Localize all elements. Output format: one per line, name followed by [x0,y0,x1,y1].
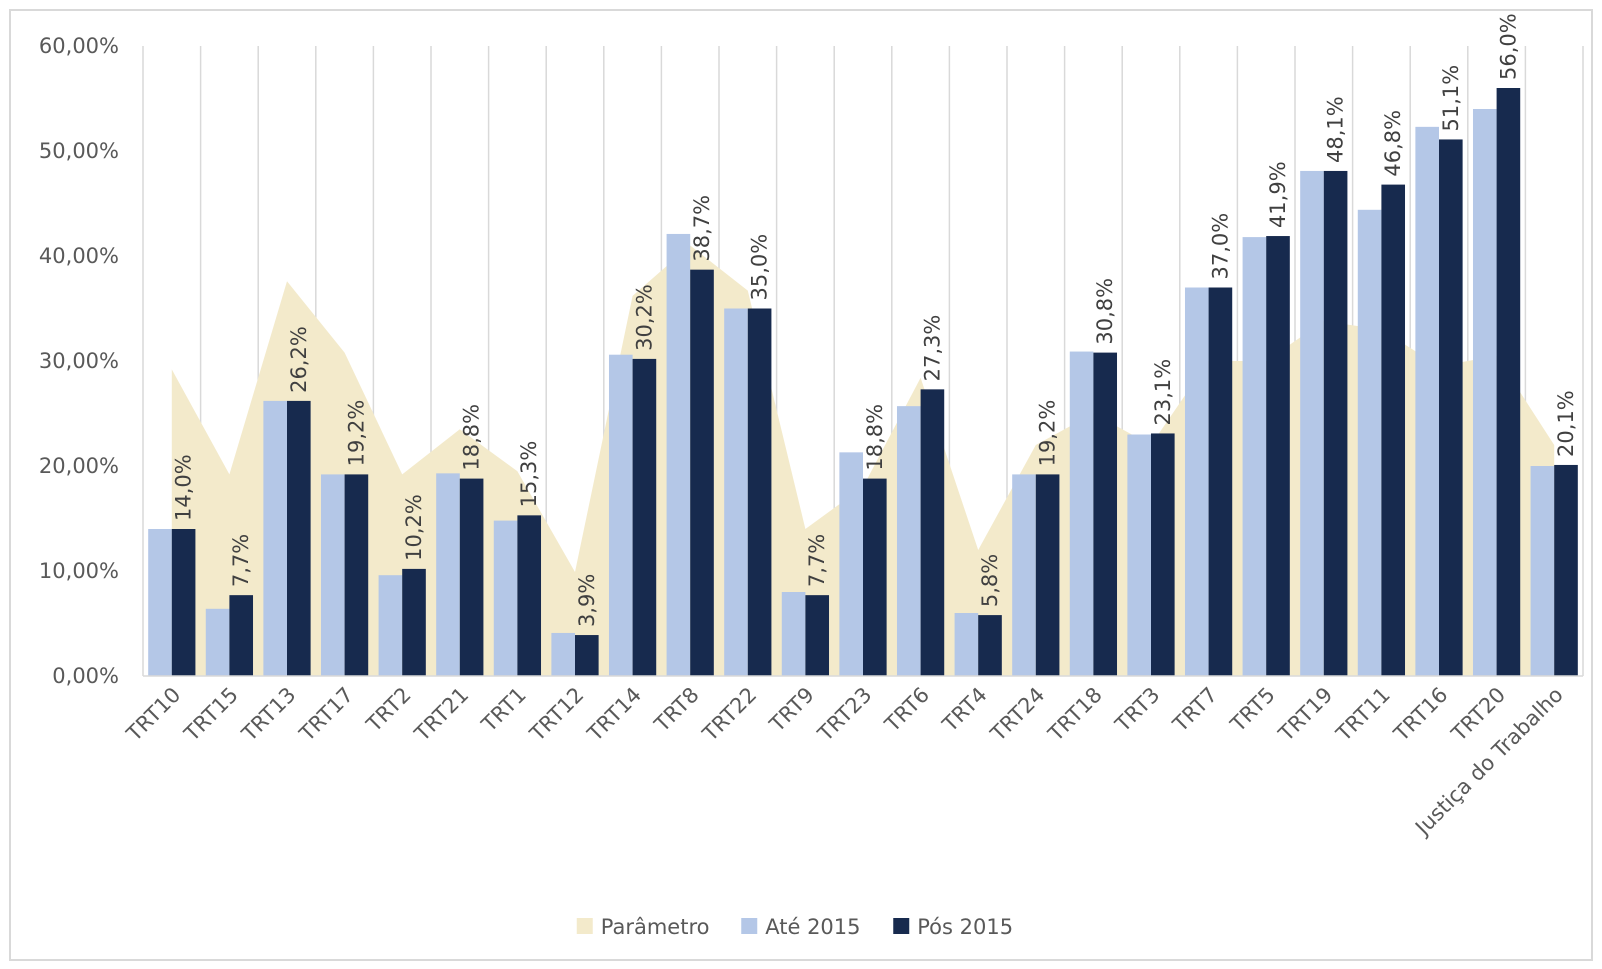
data-label: 20,1% [1554,390,1578,457]
bar [344,474,369,676]
bar [978,615,1002,676]
legend-label: Parâmetro [601,915,710,939]
bar [1300,170,1324,676]
bar [724,308,748,676]
bar [148,529,172,676]
bar [436,473,460,676]
bar [1266,236,1290,677]
data-label: 30,8% [1093,278,1117,345]
data-label: 48,1% [1324,96,1348,163]
data-label: 15,3% [517,441,541,508]
bar [1035,474,1060,676]
bar [1472,109,1497,676]
bar [690,269,714,676]
bar [551,632,575,676]
y-tick-label: 10,00% [39,559,119,583]
bar [1208,287,1233,676]
bar [1496,88,1521,676]
bar [1439,139,1463,676]
bar [920,389,945,676]
data-label: 46,8% [1381,110,1405,177]
bar [517,515,542,676]
bar [287,400,311,676]
data-label: 41,9% [1266,161,1290,228]
bar [1151,433,1175,676]
bar [378,575,403,676]
data-label: 19,2% [344,400,368,467]
legend-label: Até 2015 [765,915,860,939]
data-label: 3,9% [575,574,599,627]
bar [229,595,254,676]
y-tick-label: 50,00% [39,139,119,163]
y-tick-label: 60,00% [39,34,119,58]
legend-swatch [741,918,758,934]
bar [666,233,691,676]
bar [205,608,230,676]
data-label: 56,0% [1496,13,1520,80]
data-label: 18,8% [863,404,887,471]
bar [747,308,772,676]
data-label: 51,1% [1439,65,1463,132]
bar [632,358,657,676]
y-tick-label: 30,00% [39,349,119,373]
data-label: 18,8% [460,404,484,471]
legend-label: Pós 2015 [917,915,1013,939]
bar [263,400,287,676]
bar [1069,351,1094,676]
bar [839,452,863,676]
bar [1012,474,1036,676]
bar [1415,126,1439,677]
data-label: 7,7% [805,534,829,587]
data-label: 37,0% [1208,213,1232,280]
bar [459,478,484,676]
data-label: 5,8% [978,554,1002,607]
bar [1357,209,1382,677]
data-label: 23,1% [1151,359,1175,426]
bar [608,354,633,676]
bar [863,478,887,676]
bar [954,613,979,676]
data-label: 10,2% [402,494,426,561]
legend: Parâmetro Até 2015 Pós 2015 [576,915,1013,939]
bar [575,635,599,676]
bar [1127,434,1151,676]
bar [493,520,518,676]
bar [1242,237,1267,676]
data-label: 14,0% [172,454,196,521]
bar [1554,464,1578,676]
y-tick-label: 0,00% [52,664,119,688]
bar [896,406,921,676]
bar [171,529,196,676]
bar [781,592,806,676]
bar [805,595,830,676]
bar [1381,184,1406,676]
legend-swatch [893,918,910,934]
bar [320,474,345,676]
data-label: 30,2% [632,284,656,351]
y-tick-label: 20,00% [39,454,119,478]
bar [402,568,426,676]
data-label: 19,2% [1036,400,1060,467]
data-label: 38,7% [690,195,714,262]
data-label: 7,7% [229,534,253,587]
data-label: 35,0% [748,234,772,301]
data-label: 26,2% [287,326,311,393]
bar [1323,170,1348,676]
y-tick-label: 40,00% [39,244,119,268]
bar [1093,352,1118,676]
data-label: 27,3% [920,315,944,382]
bar [1530,466,1555,676]
legend-swatch [576,918,593,934]
bar [1184,287,1209,676]
